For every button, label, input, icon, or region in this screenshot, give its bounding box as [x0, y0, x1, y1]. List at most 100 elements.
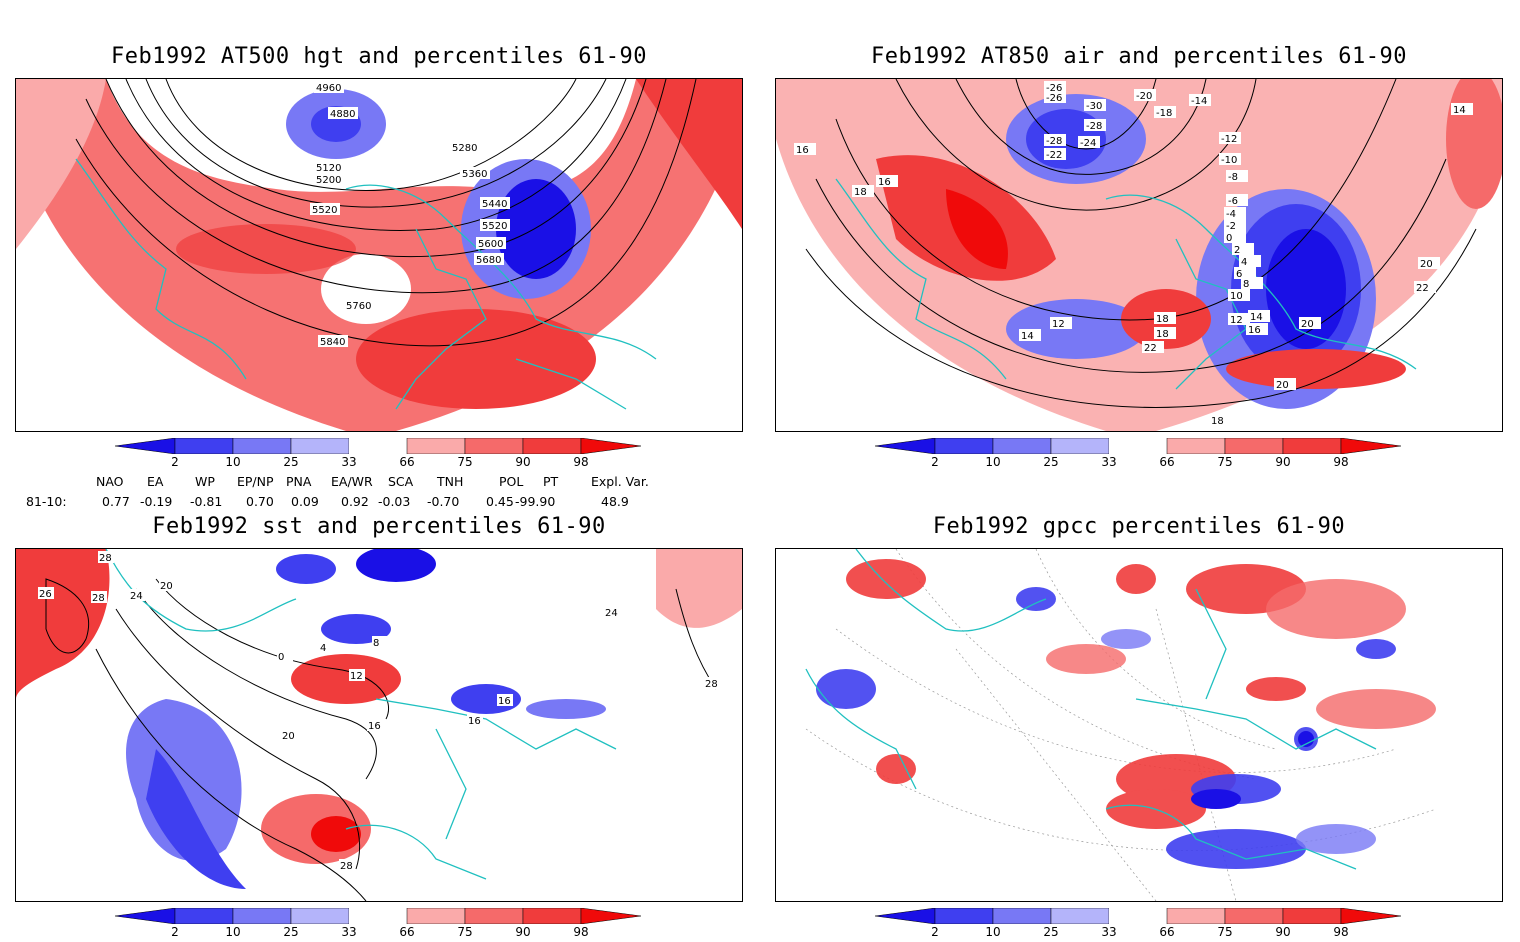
colorbar-swatch: [406, 908, 466, 924]
index-value: 0.09: [291, 494, 319, 509]
colorbar-svg: [875, 908, 1402, 924]
contour-label: 0: [278, 652, 284, 663]
colorbar-swatch: [115, 908, 176, 924]
contour-label: 22: [1416, 283, 1429, 294]
contour-label: 20: [160, 581, 173, 592]
contour-label: 24: [130, 591, 143, 602]
contour-label: 18: [1156, 329, 1169, 340]
colorbar-swatch: [464, 908, 524, 924]
contour-label: -26: [1046, 93, 1062, 104]
contour-label: 5680: [476, 255, 501, 266]
contour-label: -20: [1136, 91, 1152, 102]
contour-label: 5120: [316, 163, 341, 174]
colorbar-tick: 25: [1043, 925, 1059, 939]
contour-label: 5360: [462, 169, 487, 180]
colorbar-tick: 10: [985, 455, 1001, 469]
index-value: 0.77: [102, 494, 130, 509]
contour-label: 12: [1052, 319, 1065, 330]
index-header: POL: [499, 474, 524, 489]
colorbar-tick: 90: [515, 455, 531, 469]
colorbar-tick: 75: [457, 925, 473, 939]
colorbar-swatch: [290, 908, 350, 924]
contour-label: -10: [1221, 155, 1237, 166]
map-gpcc: [775, 548, 1503, 902]
colorbar-tick: 33: [1101, 925, 1117, 939]
index-header: SCA: [388, 474, 414, 489]
panel-title-air850: Feb1992 AT850 air and percentiles 61-90: [870, 44, 1408, 69]
colorbar-tick: 75: [1217, 455, 1233, 469]
contour-label: 5840: [320, 337, 345, 348]
colorbar-tick: 10: [985, 925, 1001, 939]
colorbar-swatch: [1050, 908, 1110, 924]
colorbar-tick: 98: [573, 455, 589, 469]
colorbar-tick: 66: [399, 925, 415, 939]
index-value: -0.19: [140, 494, 173, 509]
colorbar-swatch: [232, 908, 292, 924]
index-value: 0.70: [246, 494, 274, 509]
contour-label: 28: [99, 553, 112, 564]
map-sst: 26 28 28 24 20 0 4 8 12 16 16 16 20 28 2…: [15, 548, 743, 902]
colorbar-tick: 2: [171, 925, 179, 939]
contour-label: 18: [1156, 314, 1169, 325]
index-header: TNH: [437, 474, 464, 489]
colorbar-tick: 25: [1043, 455, 1059, 469]
map-hgt500: 4960 4880 5120 5200 5280 5360 5440 5520 …: [15, 78, 743, 432]
map-svg-hgt500: 4960 4880 5120 5200 5280 5360 5440 5520 …: [16, 79, 742, 431]
colorbar-tick: 10: [225, 455, 241, 469]
colorbar-tick: 33: [341, 455, 357, 469]
index-row-label: 81-10:: [26, 494, 67, 509]
colorbar-swatch: [232, 438, 292, 454]
contour-label: -8: [1228, 172, 1238, 183]
contour-label: -12: [1221, 134, 1237, 145]
map-air850: -26 -26 -30 -20 -14 -28 -24 -28 -18 -22 …: [775, 78, 1503, 432]
colorbar-tick: 75: [1217, 925, 1233, 939]
colorbar-tick: 66: [1159, 925, 1175, 939]
contour-label: 4: [320, 643, 326, 654]
contour-label: -24: [1080, 138, 1096, 149]
contour-label: 28: [92, 593, 105, 604]
contour-label: 28: [340, 861, 353, 872]
colorbar-swatch: [1282, 438, 1342, 454]
contour-label: 14: [1021, 331, 1034, 342]
contour-label: -6: [1228, 196, 1238, 207]
colorbar-swatch: [522, 908, 582, 924]
colorbar-swatch: [1050, 438, 1110, 454]
colorbar-tick: 2: [931, 455, 939, 469]
contour-label: 8: [373, 638, 379, 649]
contour-label: 8: [1243, 279, 1249, 290]
colorbar-swatch: [290, 438, 350, 454]
contour-label: 12: [1230, 315, 1243, 326]
colorbar-swatch: [1224, 438, 1284, 454]
colorbar-swatch: [934, 908, 994, 924]
index-header: PNA: [286, 474, 312, 489]
contour-label: -30: [1086, 101, 1102, 112]
contour-label: 14: [1453, 105, 1466, 116]
contour-label: 5520: [312, 205, 337, 216]
contour-label: 16: [796, 145, 809, 156]
colorbar-svg: [875, 438, 1402, 454]
colorbar-swatch: [522, 438, 582, 454]
contour-label: -22: [1046, 150, 1062, 161]
colorbar-swatch: [349, 438, 407, 454]
contour-label: 5440: [482, 199, 507, 210]
contour-label: 24: [605, 608, 618, 619]
panel-title-sst: Feb1992 sst and percentiles 61-90: [152, 514, 606, 539]
colorbar-swatch: [406, 438, 466, 454]
panel-title-hgt500: Feb1992 AT500 hgt and percentiles 61-90: [110, 44, 648, 69]
index-value: -0.81: [190, 494, 223, 509]
colorbar-top-left: 2 10 25 33 66 75 90 98: [115, 438, 645, 472]
contour-label: -26: [1046, 83, 1062, 94]
colorbar-tick: 90: [1275, 925, 1291, 939]
contour-label: 28: [705, 679, 718, 690]
colorbar-swatch: [875, 908, 936, 924]
contour-label: 18: [1211, 416, 1224, 427]
contour-label: -2: [1226, 221, 1236, 232]
contour-label: 20: [1276, 380, 1289, 391]
contour-label: 12: [350, 671, 363, 682]
contour-label: 4960: [316, 83, 341, 94]
contour-label: 16: [468, 716, 481, 727]
colorbar-swatch: [875, 438, 936, 454]
contour-label: 5280: [452, 143, 477, 154]
colorbar-tick: 10: [225, 925, 241, 939]
colorbar-swatch: [934, 438, 994, 454]
